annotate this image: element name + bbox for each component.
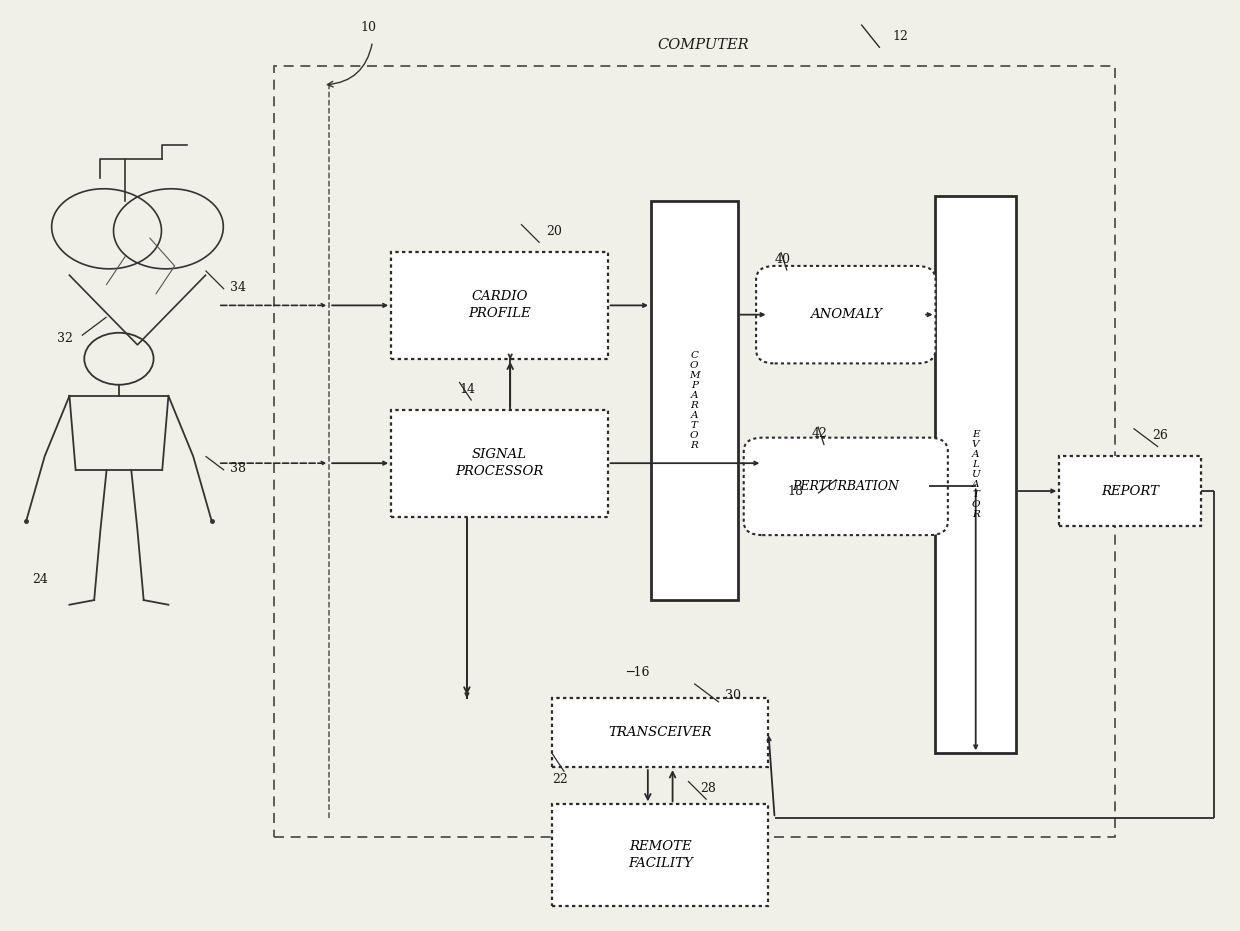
Text: ANOMALY: ANOMALY — [810, 308, 882, 321]
Text: 20: 20 — [546, 225, 562, 238]
FancyBboxPatch shape — [1059, 456, 1202, 526]
FancyBboxPatch shape — [744, 438, 947, 535]
Text: SIGNAL
PROCESSOR: SIGNAL PROCESSOR — [455, 448, 543, 479]
Text: 28: 28 — [701, 782, 717, 795]
FancyBboxPatch shape — [391, 410, 608, 517]
Text: 42: 42 — [812, 427, 827, 440]
FancyBboxPatch shape — [391, 252, 608, 358]
FancyBboxPatch shape — [651, 201, 738, 600]
FancyBboxPatch shape — [552, 804, 769, 907]
Text: 22: 22 — [552, 773, 568, 786]
FancyBboxPatch shape — [935, 196, 1016, 753]
Text: C
O
M
P
A
R
A
T
O
R: C O M P A R A T O R — [689, 351, 699, 451]
Text: 12: 12 — [893, 30, 908, 43]
Text: 30: 30 — [725, 689, 742, 702]
Text: 40: 40 — [775, 253, 791, 266]
Text: 34: 34 — [231, 281, 247, 294]
Text: REMOTE
FACILITY: REMOTE FACILITY — [627, 841, 693, 870]
Text: 38: 38 — [231, 462, 247, 475]
Text: 14: 14 — [459, 383, 475, 396]
Text: ─16: ─16 — [626, 666, 650, 679]
Text: 10: 10 — [360, 20, 376, 34]
Text: 24: 24 — [32, 573, 48, 587]
Text: CARDIO
PROFILE: CARDIO PROFILE — [467, 290, 531, 320]
Text: 26: 26 — [1152, 429, 1168, 442]
Text: E
V
A
L
U
A
T
O
R: E V A L U A T O R — [971, 430, 980, 519]
Text: PERTURBATION: PERTURBATION — [792, 479, 899, 492]
Text: COMPUTER: COMPUTER — [657, 38, 749, 52]
FancyBboxPatch shape — [552, 697, 769, 767]
Text: 32: 32 — [57, 331, 73, 344]
Text: 18: 18 — [787, 485, 804, 498]
Text: TRANSCEIVER: TRANSCEIVER — [609, 726, 712, 739]
FancyBboxPatch shape — [756, 266, 935, 363]
Text: REPORT: REPORT — [1101, 484, 1159, 497]
